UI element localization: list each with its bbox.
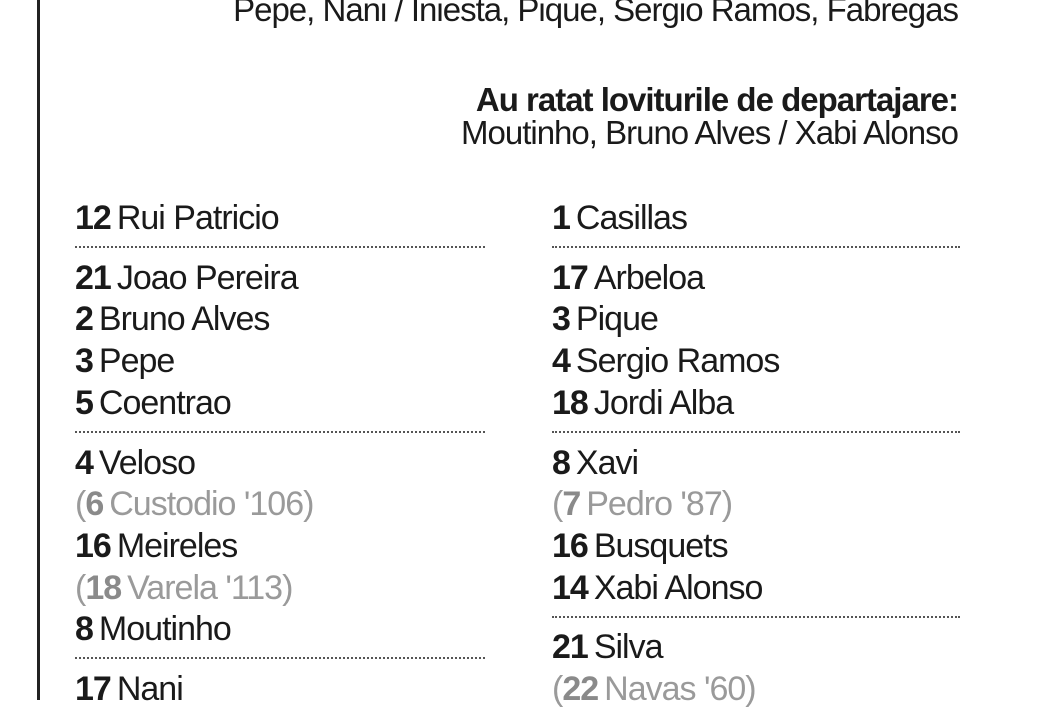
shirt-number: 17 xyxy=(552,258,589,297)
player-name: Casillas xyxy=(575,199,688,237)
player-name: Pedro '87 xyxy=(586,485,722,524)
missed-players: Moutinho, Bruno Alves / Xabi Alonso xyxy=(461,114,959,151)
dotted-separator xyxy=(75,430,485,433)
player-row: 4 Veloso xyxy=(75,442,196,484)
shirt-number: 8 xyxy=(75,610,94,649)
shirt-number: 21 xyxy=(552,628,589,667)
dotted-separator xyxy=(552,246,960,248)
paren: ) xyxy=(745,670,756,708)
paren: ( xyxy=(552,485,563,524)
player-name: Nani xyxy=(116,670,184,708)
player-name: Navas '60 xyxy=(604,670,746,708)
shirt-number: 7 xyxy=(562,485,581,524)
column-rule xyxy=(37,0,40,700)
player-name: Xavi xyxy=(575,443,639,482)
player-row: 16 Busquets xyxy=(552,525,729,567)
substitute-row: (18 Varela '113) xyxy=(75,567,293,609)
player-row: 1 Casillas xyxy=(552,197,688,239)
substitute-row: (6 Custodio '106) xyxy=(75,483,314,525)
player-row: 21 Silva xyxy=(552,626,664,668)
player-row: 12 Rui Patricio xyxy=(75,197,280,239)
shirt-number: 14 xyxy=(552,568,589,607)
player-name: Silva xyxy=(593,628,664,667)
player-name: Busquets xyxy=(593,526,729,565)
paren: ( xyxy=(552,670,563,708)
shirt-number: 4 xyxy=(75,443,94,482)
shirt-number: 5 xyxy=(75,383,94,422)
shirt-number: 16 xyxy=(552,526,589,565)
shirt-number: 18 xyxy=(85,568,122,607)
player-row: 2 Bruno Alves xyxy=(75,298,270,340)
dotted-separator xyxy=(552,615,960,618)
player-name: Meireles xyxy=(116,526,238,565)
player-name: Rui Patricio xyxy=(116,199,280,237)
player-name: Coentrao xyxy=(98,383,232,422)
player-row: 3 Pique xyxy=(552,298,659,340)
paren: ) xyxy=(721,485,733,524)
shirt-number: 3 xyxy=(75,342,94,381)
player-name: Jordi Alba xyxy=(593,383,734,422)
shirt-number: 8 xyxy=(552,443,571,482)
dotted-separator xyxy=(552,430,960,433)
shirt-number: 4 xyxy=(552,342,571,381)
player-name: Sergio Ramos xyxy=(575,342,780,381)
shirt-number: 16 xyxy=(75,526,112,565)
player-row: 14 Xabi Alonso xyxy=(552,567,764,609)
shirt-number: 6 xyxy=(85,485,104,524)
player-row: 8 Moutinho xyxy=(75,608,232,650)
substitute-row: (7 Pedro '87) xyxy=(552,483,733,525)
player-row: 18 Jordi Alba xyxy=(552,382,734,424)
player-name: Veloso xyxy=(98,443,196,482)
player-name: Varela '113 xyxy=(127,568,283,607)
scorers-line: Pepe, Nani / Iniesta, Pique, Sergio Ramo… xyxy=(233,0,959,28)
substitute-row: (22 Navas '60) xyxy=(552,668,757,710)
player-name: Xabi Alonso xyxy=(593,568,764,607)
shirt-number: 21 xyxy=(75,258,112,297)
player-name: Bruno Alves xyxy=(98,300,270,339)
player-row: 4 Sergio Ramos xyxy=(552,340,780,382)
player-row: 8 Xavi xyxy=(552,442,639,484)
player-name: Moutinho xyxy=(98,610,232,649)
shirt-number: 18 xyxy=(552,383,589,422)
paren: ( xyxy=(75,568,86,607)
shirt-number: 3 xyxy=(552,300,571,339)
player-row: 5 Coentrao xyxy=(75,382,232,424)
paren: ) xyxy=(282,568,293,607)
player-name: Joao Pereira xyxy=(116,258,299,297)
shirt-number: 1 xyxy=(552,199,571,237)
shirt-number: 12 xyxy=(75,199,112,237)
player-row: 21 Joao Pereira xyxy=(75,257,299,299)
player-row: 3 Pepe xyxy=(75,340,175,382)
dotted-separator xyxy=(75,657,485,660)
player-row: 17 Arbeloa xyxy=(552,257,705,299)
player-name: Arbeloa xyxy=(593,258,705,297)
player-name: Pepe xyxy=(98,342,175,381)
shirt-number: 22 xyxy=(562,670,599,708)
paren: ( xyxy=(75,485,86,524)
player-name: Custodio '106 xyxy=(109,485,304,524)
player-row: 16 Meireles xyxy=(75,525,238,567)
player-row: 17 Nani xyxy=(75,668,184,710)
paren: ) xyxy=(303,485,314,524)
missed-title: Au ratat loviturile de departajare: xyxy=(475,81,959,118)
player-name: Pique xyxy=(575,300,659,339)
shirt-number: 17 xyxy=(75,670,112,708)
shirt-number: 2 xyxy=(75,300,94,339)
dotted-separator xyxy=(75,246,485,248)
